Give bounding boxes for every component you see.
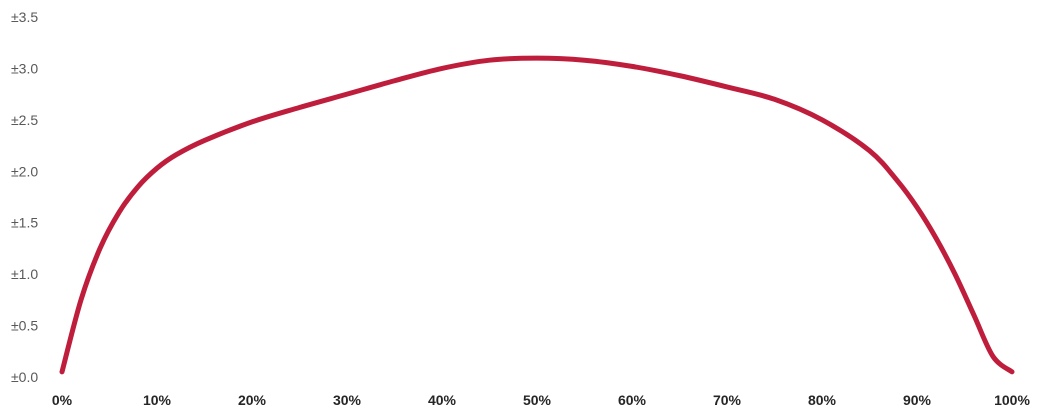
x-axis-ticks: 0% 10% 20% 30% 40% 50% 60% 70% 80% 90% 100%: [52, 392, 1031, 408]
y-axis-ticks: ±0.0 ±0.5 ±1.0 ±1.5 ±2.0 ±2.5 ±3.0 ±3.5: [11, 9, 38, 385]
y-tick-label: ±3.5: [11, 9, 38, 25]
x-tick-label: 40%: [428, 392, 457, 408]
x-tick-label: 80%: [808, 392, 837, 408]
series-layer: [59, 55, 1015, 375]
x-tick-label: 0%: [52, 392, 73, 408]
y-tick-label: ±0.5: [11, 318, 38, 334]
y-tick-label: ±2.0: [11, 163, 38, 179]
x-tick-label: 30%: [333, 392, 362, 408]
y-tick-label: ±2.5: [11, 112, 38, 128]
series-line: [59, 55, 1015, 375]
x-tick-label: 10%: [143, 392, 172, 408]
y-tick-label: ±3.0: [11, 60, 38, 76]
x-tick-label: 60%: [618, 392, 647, 408]
y-tick-label: ±1.5: [11, 215, 38, 231]
x-tick-label: 90%: [903, 392, 932, 408]
y-tick-label: ±1.0: [11, 266, 38, 282]
x-tick-label: 20%: [238, 392, 267, 408]
y-tick-label: ±0.0: [11, 369, 38, 385]
x-tick-label: 70%: [713, 392, 742, 408]
x-tick-label: 50%: [523, 392, 552, 408]
x-tick-label: 100%: [994, 392, 1030, 408]
